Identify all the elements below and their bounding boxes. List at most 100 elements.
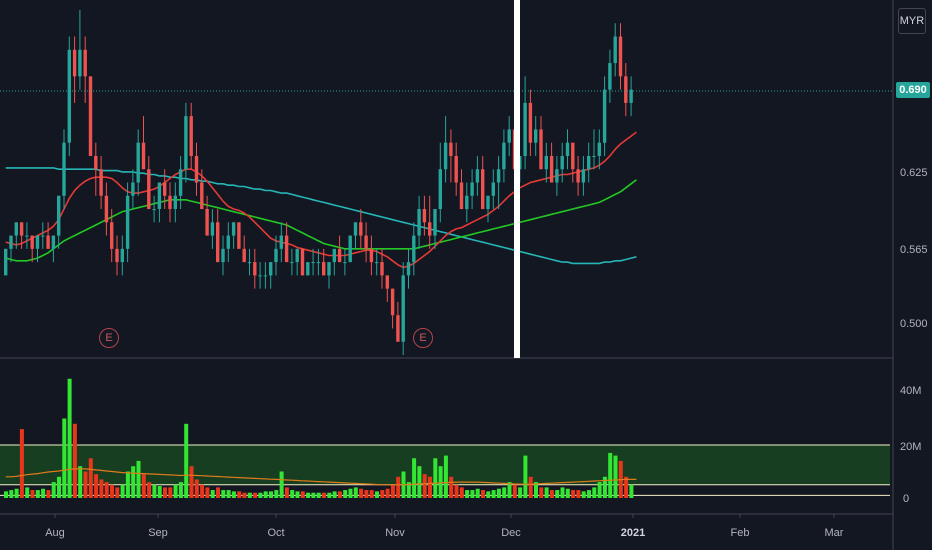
- volume-bar: [597, 482, 602, 498]
- candle: [624, 63, 628, 117]
- candle: [470, 169, 474, 210]
- candle: [274, 235, 278, 276]
- candle: [449, 129, 453, 183]
- volume-bar: [502, 487, 507, 498]
- candle: [115, 235, 119, 276]
- candle-body: [46, 235, 50, 249]
- candle: [62, 129, 66, 210]
- candle: [343, 248, 347, 276]
- candle-body: [62, 142, 66, 196]
- candle: [549, 142, 554, 183]
- candle: [9, 235, 13, 263]
- volume-bar: [184, 423, 189, 498]
- ma-mid-line: [5, 179, 637, 262]
- candle-body: [14, 222, 18, 236]
- candle: [565, 129, 570, 170]
- candle-body: [417, 209, 421, 236]
- volume-bar: [491, 490, 496, 498]
- candle-body: [560, 155, 564, 170]
- ma-slow-line: [5, 167, 637, 265]
- candle-body: [454, 155, 458, 183]
- candle: [242, 235, 246, 263]
- earnings-marker[interactable]: E: [99, 328, 119, 348]
- candle-body: [279, 235, 283, 249]
- candle: [523, 76, 527, 170]
- candle-body: [602, 89, 607, 143]
- candle-body: [353, 222, 358, 236]
- candle-body: [184, 116, 188, 170]
- candle: [592, 129, 596, 170]
- volume-bar: [385, 488, 390, 498]
- candle-body: [428, 222, 432, 236]
- candle: [544, 142, 548, 183]
- candle: [189, 102, 193, 170]
- candle-body: [534, 129, 538, 143]
- candle-body: [110, 222, 114, 249]
- volume-bar: [9, 490, 14, 498]
- volume-bar: [406, 482, 411, 498]
- volume-bar: [221, 490, 226, 498]
- volume-bar: [396, 476, 401, 498]
- currency-button[interactable]: MYR: [898, 8, 926, 34]
- volume-bar: [523, 455, 528, 498]
- candle-body: [412, 235, 416, 263]
- volume-ma-line: [5, 468, 637, 486]
- candle: [385, 275, 389, 302]
- volume-bar: [481, 490, 485, 498]
- candle: [141, 116, 146, 170]
- candle-body: [306, 262, 310, 276]
- candle-body: [396, 315, 400, 342]
- candle: [168, 182, 172, 223]
- candle-body: [168, 195, 172, 210]
- candle-body: [147, 169, 151, 210]
- candle: [173, 182, 177, 223]
- candle-body: [486, 195, 490, 210]
- candle-body: [581, 169, 586, 183]
- candle: [491, 169, 495, 210]
- candle: [269, 262, 273, 289]
- candle: [475, 155, 480, 196]
- candle: [306, 262, 310, 276]
- volume-bar: [62, 418, 67, 498]
- candle-body: [189, 116, 193, 156]
- volume-bar: [78, 466, 83, 498]
- candle: [534, 116, 538, 156]
- volume-bar: [565, 488, 570, 498]
- candle-body: [94, 155, 98, 170]
- candle-body: [465, 195, 469, 210]
- candle-body: [152, 209, 156, 211]
- candle-body: [597, 142, 601, 156]
- candle: [284, 222, 289, 263]
- candlesticks: [4, 10, 633, 355]
- candle: [502, 129, 506, 183]
- candle-body: [173, 195, 177, 210]
- candle: [539, 116, 543, 170]
- candle: [263, 262, 268, 289]
- candle: [375, 248, 379, 276]
- volume-bar: [19, 429, 24, 498]
- candle-body: [194, 155, 199, 183]
- candle: [481, 155, 485, 210]
- volume-bar: [560, 487, 565, 498]
- candle: [163, 169, 167, 210]
- candle-body: [608, 63, 612, 90]
- candle-body: [290, 262, 294, 264]
- candle-body: [57, 195, 61, 236]
- volume-bar: [200, 484, 205, 498]
- candle: [14, 222, 18, 249]
- candle-body: [226, 235, 230, 249]
- volume-bar: [253, 492, 258, 498]
- candle: [412, 222, 416, 276]
- time-tick-label: Dec: [501, 527, 521, 539]
- earnings-marker[interactable]: E: [413, 328, 433, 348]
- candle: [221, 235, 225, 276]
- candle-body: [549, 155, 554, 183]
- candle-body: [120, 248, 124, 263]
- volume-bar: [67, 378, 72, 498]
- volume-bar: [465, 490, 470, 498]
- volume-bar: [337, 491, 342, 498]
- candle-body: [88, 76, 93, 156]
- candle-body: [337, 248, 342, 263]
- candle-body: [565, 142, 570, 156]
